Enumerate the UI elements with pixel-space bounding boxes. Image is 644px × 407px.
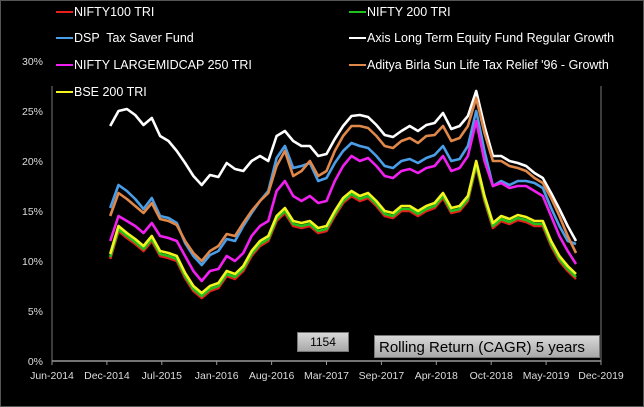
legend-swatch bbox=[56, 64, 73, 66]
legend-item-axis: Axis Long Term Equity Fund Regular Growt… bbox=[349, 31, 614, 45]
x-tick-label: Sep-2017 bbox=[359, 370, 405, 382]
legend-label: NIFTY 200 TRI bbox=[367, 5, 451, 19]
x-tick-label: Dec-2014 bbox=[84, 370, 130, 382]
legend-item-nifty200: NIFTY 200 TRI bbox=[349, 5, 451, 19]
legend-swatch bbox=[56, 37, 73, 39]
series-line-axis-long-term-equity-fund-regular-growth bbox=[109, 89, 578, 242]
y-tick-label: 15% bbox=[22, 206, 43, 218]
legend-label: Axis Long Term Equity Fund Regular Growt… bbox=[367, 31, 615, 45]
legend-swatch bbox=[56, 11, 73, 13]
x-tick-label: Jul-2015 bbox=[142, 370, 182, 382]
legend-swatch bbox=[349, 37, 366, 39]
y-tick-label: 30% bbox=[22, 56, 43, 68]
axes: 0% 5% 10% 15% 20% 25% 30% Jun-2014 Dec-2014 Jul-2… bbox=[22, 56, 624, 382]
x-tick-label: Aug-2016 bbox=[249, 370, 295, 382]
x-tick-label: May-2019 bbox=[523, 370, 570, 382]
legend-label: Aditya Birla Sun Life Tax Relief '96 - G… bbox=[367, 58, 609, 72]
legend-label: DSP Tax Saver Fund bbox=[74, 31, 194, 45]
x-tick-label: Mar-2017 bbox=[304, 370, 349, 382]
legend-item-nifty100: NIFTY100 TRI bbox=[56, 5, 154, 19]
y-tick-label: 25% bbox=[22, 106, 43, 118]
legend-swatch bbox=[349, 11, 366, 13]
x-tick-label: Dec-2019 bbox=[578, 370, 624, 382]
series-line-aditya-birla-sun-life-tax-relief-96-growth bbox=[108, 96, 578, 263]
y-tick-label: 10% bbox=[22, 256, 43, 268]
legend-label: NIFTY LARGEMIDCAP 250 TRI bbox=[74, 58, 252, 72]
x-tick-label: Jan-2016 bbox=[195, 370, 239, 382]
y-tick-label: 5% bbox=[28, 306, 43, 318]
legend-item-bse200: BSE 200 TRI bbox=[56, 85, 147, 99]
series-line-nifty-200-tri bbox=[108, 162, 577, 298]
legend-swatch bbox=[349, 64, 366, 66]
x-tick-label: Jun-2014 bbox=[30, 370, 74, 382]
y-tick-label: 0% bbox=[28, 356, 43, 368]
series-lines bbox=[108, 89, 578, 300]
x-tick-label: Apr-2018 bbox=[415, 370, 458, 382]
x-tick-label: Oct-2018 bbox=[470, 370, 513, 382]
series-line-nifty-largemidcap-250-tri bbox=[108, 119, 578, 283]
legend-item-dsp: DSP Tax Saver Fund bbox=[56, 31, 194, 45]
legend-item-largemidcap: NIFTY LARGEMIDCAP 250 TRI bbox=[56, 58, 252, 72]
counter-box: 1154 bbox=[297, 332, 349, 352]
legend-item-aditya: Aditya Birla Sun Life Tax Relief '96 - G… bbox=[349, 58, 609, 72]
legend-swatch bbox=[56, 91, 73, 93]
legend-label: BSE 200 TRI bbox=[74, 85, 147, 99]
y-tick-label: 20% bbox=[22, 156, 43, 168]
series-line-bse-200-tri bbox=[108, 159, 577, 295]
chart-title-box: Rolling Return (CAGR) 5 years bbox=[374, 335, 600, 358]
legend-label: NIFTY100 TRI bbox=[74, 5, 155, 19]
